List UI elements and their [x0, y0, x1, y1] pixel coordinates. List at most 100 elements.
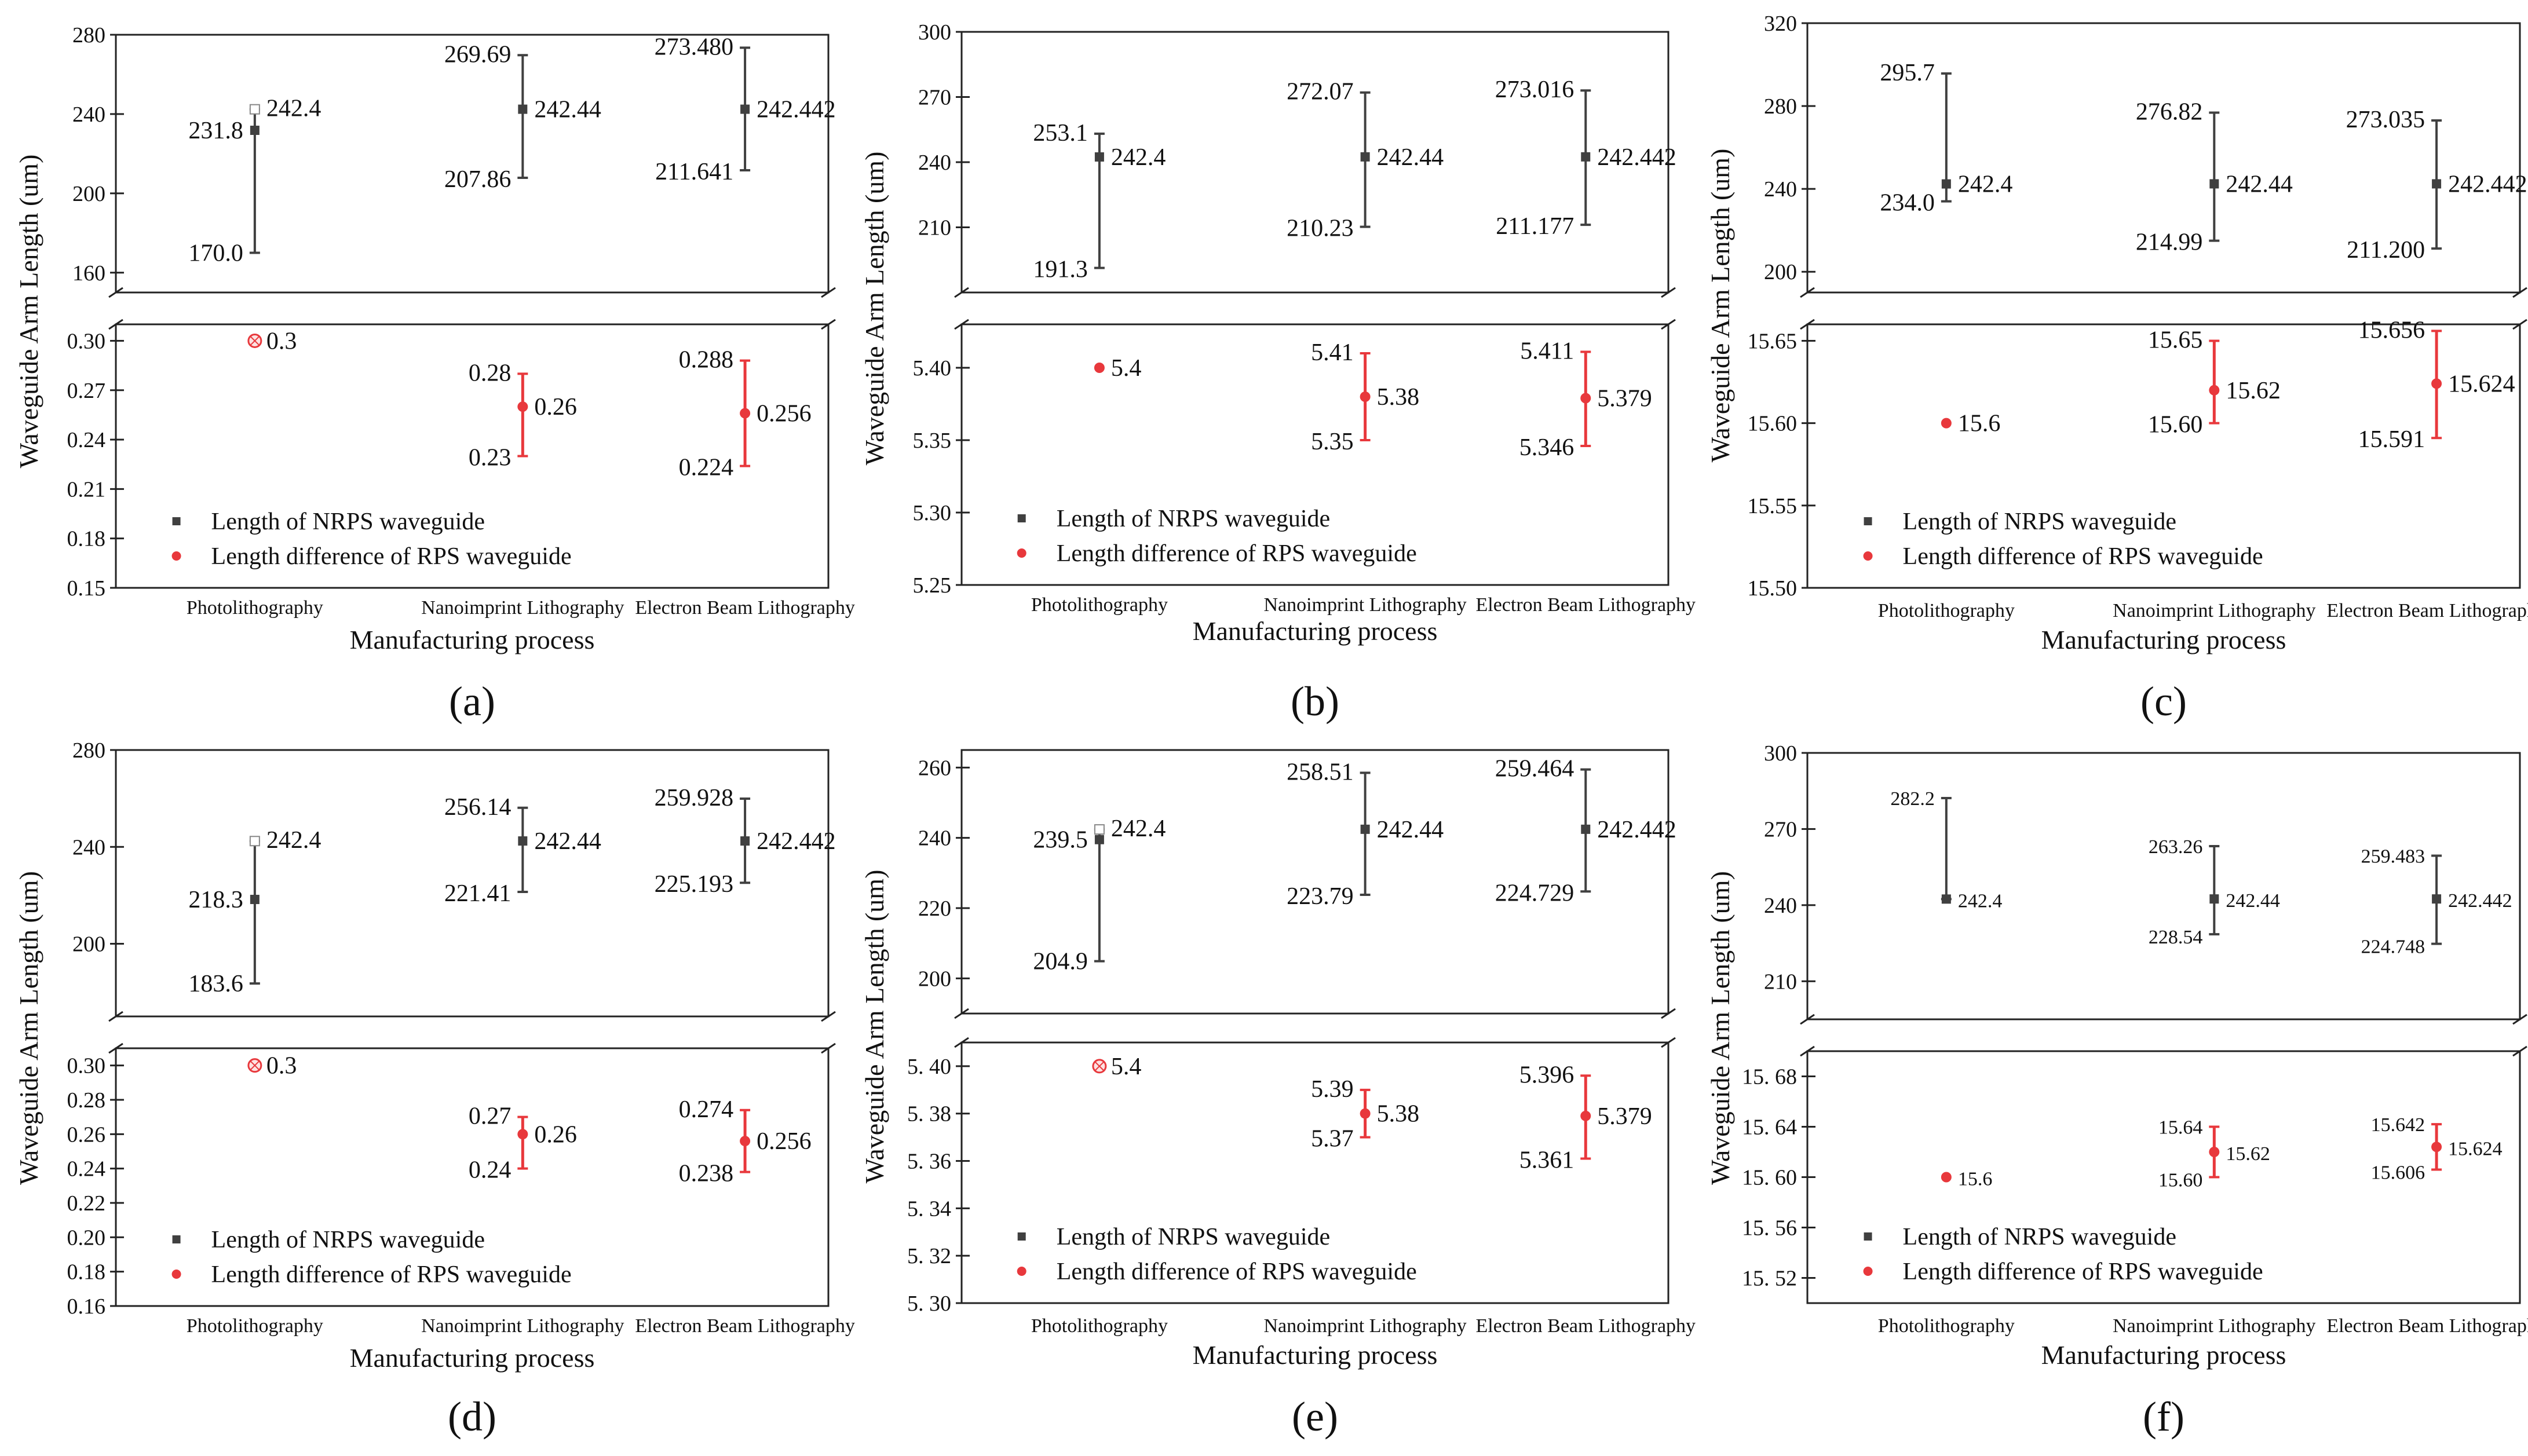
upper-value-label: 15.65: [2148, 327, 2203, 353]
lower-value-label: 0.23: [469, 445, 512, 471]
y-tick-label: 5.35: [913, 429, 952, 453]
y-tick-label: 0.16: [67, 1294, 106, 1319]
axis-break-mark: [108, 1011, 123, 1022]
x-category-label: Nanoimprint Lithography: [421, 597, 624, 619]
y-tick-label: 0.30: [67, 1054, 106, 1078]
upper-value-label: 5.411: [1520, 338, 1574, 365]
lower-value-label: 0.224: [679, 455, 734, 481]
mean-value-label: 242.4: [1958, 890, 2003, 912]
upper-value-label: 253.1: [1033, 120, 1088, 147]
lower-value-label: 234.0: [1880, 190, 1935, 217]
y-axis-title: Waveguide Arm Length (um): [1705, 149, 1735, 463]
lower-value-label: 5.346: [1519, 434, 1574, 461]
x-category-label: Electron Beam Lithography: [1475, 594, 1696, 616]
nrps-marker: [2432, 894, 2442, 904]
y-tick-label: 0.27: [67, 379, 106, 403]
y-axis-title: Waveguide Arm Length (um): [1705, 871, 1735, 1185]
axis-break-mark: [108, 1042, 123, 1054]
upper-value-label: 259.928: [655, 785, 734, 811]
mean-value-label: 0.3: [266, 1053, 297, 1080]
upper-value-label: 273.016: [1495, 76, 1574, 103]
mean-value-label: 218.3: [188, 887, 243, 913]
rps-marker: [2209, 385, 2220, 396]
mean-value-label: 0.3: [266, 328, 297, 354]
bottom-plot-frame: [1806, 323, 2521, 589]
nrps-marker: [2209, 894, 2219, 904]
nrps-marker: [1581, 824, 1591, 834]
legend-rps-marker: [1017, 1267, 1026, 1276]
x-category-label: Photolithography: [1878, 600, 2015, 621]
y-axis-title: Waveguide Arm Length (um): [860, 870, 889, 1184]
mean-value-label: 15.6: [1958, 411, 2001, 437]
legend-nrps-label: Length of NRPS waveguide: [1057, 1224, 1330, 1250]
lower-value-label: 211.200: [2347, 237, 2425, 264]
y-tick-label: 0.24: [67, 428, 106, 452]
y-tick-label: 0.24: [67, 1157, 106, 1181]
mean-value-label: 0.256: [757, 401, 812, 427]
axis-break-mark: [108, 287, 123, 298]
nrps-marker: [518, 104, 528, 114]
y-axis-title: Waveguide Arm Length (um): [14, 871, 43, 1185]
top-plot-frame: [1806, 22, 2521, 294]
y-tick-label: 0.18: [67, 1260, 106, 1285]
y-tick-label: 270: [1764, 817, 1797, 842]
mean-value-label: 15.6: [1958, 1169, 1993, 1190]
legend-rps-marker: [1863, 1267, 1873, 1276]
panel-label: (c): [2140, 678, 2187, 725]
y-tick-label: 15. 68: [1742, 1065, 1797, 1089]
upper-value-label: 0.288: [679, 347, 734, 374]
y-tick-label: 15. 56: [1742, 1216, 1797, 1241]
legend-nrps-marker: [172, 1235, 181, 1243]
legend-nrps-marker: [1017, 1232, 1026, 1241]
y-tick-label: 270: [918, 86, 951, 110]
y-tick-label: 200: [72, 182, 105, 206]
lower-value-label: 214.99: [2136, 229, 2203, 256]
lower-value-label: 221.41: [444, 880, 512, 907]
lower-value-label: 225.193: [655, 871, 734, 898]
mean-value-label: 0.256: [757, 1128, 812, 1155]
nrps-marker: [1360, 824, 1370, 834]
rps-marker: [1094, 363, 1105, 373]
y-tick-label: 5.30: [913, 501, 952, 525]
nrps-marker: [250, 125, 260, 135]
axis-break-gap: [955, 294, 969, 323]
y-axis-title: Waveguide Arm Length (um): [14, 155, 43, 469]
mean-value-label: 242.44: [1377, 817, 1444, 843]
rps-marker: [1580, 1110, 1591, 1121]
rps-marker: [1360, 392, 1371, 402]
mean-value-label: 15.624: [2448, 1138, 2503, 1159]
y-tick-label: 5. 36: [907, 1150, 951, 1174]
lower-value-label: 170.0: [188, 240, 243, 267]
mean-value-label: 242.44: [534, 97, 601, 123]
nrps-marker: [1581, 152, 1591, 162]
upper-value-label: 259.483: [2361, 846, 2425, 868]
axis-break-gap: [2513, 294, 2527, 323]
mean-value-label: 15.62: [2226, 1143, 2270, 1165]
lower-value-label: 0.238: [679, 1161, 734, 1187]
nrps-marker: [2209, 179, 2219, 189]
y-tick-label: 320: [1764, 12, 1797, 36]
y-axis-title: Waveguide Arm Length (um): [860, 152, 889, 466]
rps-marker: [517, 1129, 528, 1140]
y-tick-label: 240: [72, 835, 105, 859]
nrps-marker: [1094, 835, 1104, 844]
x-axis-title: Manufacturing process: [350, 625, 595, 654]
y-tick-label: 5.25: [913, 573, 952, 598]
mean-value-label: 242.442: [757, 97, 836, 123]
axis-break-mark: [821, 1011, 836, 1022]
axis-break-mark: [954, 1008, 969, 1019]
y-tick-label: 5. 38: [907, 1102, 951, 1126]
axis-break-mark: [1661, 287, 1676, 298]
upper-value-label: 0.27: [469, 1103, 512, 1130]
lower-value-label: 223.79: [1287, 883, 1354, 910]
lower-value-label: 191.3: [1033, 257, 1088, 283]
legend-nrps-label: Length of NRPS waveguide: [1903, 1224, 2176, 1250]
legend-rps-label: Length difference of RPS waveguide: [1903, 543, 2263, 570]
upper-value-label: 258.51: [1287, 759, 1354, 785]
x-category-label: Electron Beam Lithography: [635, 597, 855, 619]
rps-marker: [1941, 1172, 1952, 1183]
y-tick-label: 240: [918, 151, 951, 175]
mean-value-label: 242.44: [534, 828, 601, 855]
y-tick-label: 240: [1764, 177, 1797, 202]
